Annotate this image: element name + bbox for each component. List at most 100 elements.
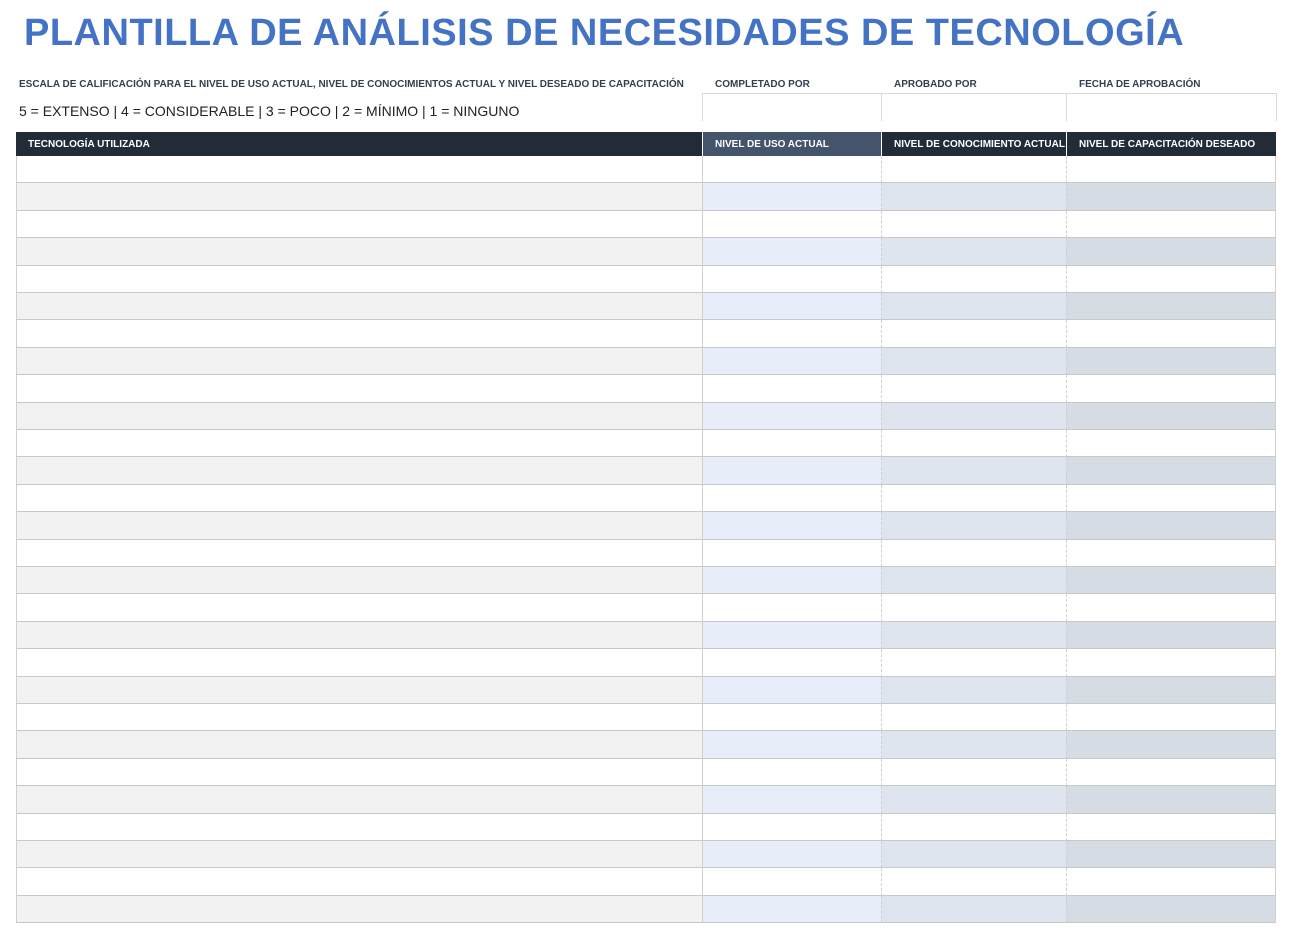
table-cell[interactable] (1066, 539, 1276, 567)
table-cell[interactable] (16, 402, 702, 430)
table-cell[interactable] (16, 539, 702, 567)
table-cell[interactable] (1066, 813, 1276, 841)
table-cell[interactable] (16, 841, 702, 869)
table-cell[interactable] (1066, 758, 1276, 787)
table-cell[interactable] (702, 183, 881, 211)
table-cell[interactable] (881, 265, 1066, 293)
table-cell[interactable] (881, 868, 1066, 896)
table-cell[interactable] (1066, 156, 1276, 184)
table-cell[interactable] (1066, 621, 1276, 650)
table-cell[interactable] (1066, 567, 1276, 595)
table-cell[interactable] (702, 649, 881, 677)
table-cell[interactable] (702, 430, 881, 458)
table-cell[interactable] (1066, 265, 1276, 293)
table-cell[interactable] (881, 758, 1066, 787)
table-cell[interactable] (16, 868, 702, 896)
table-cell[interactable] (881, 649, 1066, 677)
table-cell[interactable] (881, 484, 1066, 513)
table-cell[interactable] (881, 320, 1066, 348)
table-cell[interactable] (16, 457, 702, 485)
table-cell[interactable] (702, 512, 881, 540)
table-cell[interactable] (1066, 731, 1276, 759)
table-cell[interactable] (881, 895, 1066, 924)
table-cell[interactable] (1066, 210, 1276, 239)
table-cell[interactable] (16, 375, 702, 403)
table-cell[interactable] (881, 841, 1066, 869)
table-cell[interactable] (702, 539, 881, 567)
table-cell[interactable] (1066, 430, 1276, 458)
table-cell[interactable] (1066, 676, 1276, 704)
table-cell[interactable] (702, 484, 881, 513)
table-cell[interactable] (702, 704, 881, 732)
table-cell[interactable] (16, 293, 702, 321)
table-cell[interactable] (702, 265, 881, 293)
table-cell[interactable] (16, 430, 702, 458)
table-cell[interactable] (16, 731, 702, 759)
table-cell[interactable] (702, 813, 881, 841)
table-cell[interactable] (702, 567, 881, 595)
table-cell[interactable] (1066, 320, 1276, 348)
table-cell[interactable] (16, 704, 702, 732)
table-cell[interactable] (16, 265, 702, 293)
table-cell[interactable] (702, 621, 881, 650)
table-cell[interactable] (881, 402, 1066, 430)
table-cell[interactable] (1066, 238, 1276, 266)
table-cell[interactable] (702, 895, 881, 924)
table-cell[interactable] (16, 183, 702, 211)
table-cell[interactable] (881, 183, 1066, 211)
table-cell[interactable] (1066, 868, 1276, 896)
table-cell[interactable] (16, 210, 702, 239)
table-cell[interactable] (16, 676, 702, 704)
table-cell[interactable] (881, 786, 1066, 814)
table-cell[interactable] (1066, 347, 1276, 376)
table-cell[interactable] (1066, 402, 1276, 430)
table-cell[interactable] (16, 567, 702, 595)
table-cell[interactable] (16, 895, 702, 924)
table-cell[interactable] (16, 512, 702, 540)
table-cell[interactable] (16, 347, 702, 376)
table-cell[interactable] (702, 868, 881, 896)
table-cell[interactable] (16, 813, 702, 841)
table-cell[interactable] (881, 621, 1066, 650)
table-cell[interactable] (1066, 457, 1276, 485)
table-cell[interactable] (1066, 786, 1276, 814)
table-cell[interactable] (16, 484, 702, 513)
table-cell[interactable] (881, 512, 1066, 540)
table-cell[interactable] (1066, 704, 1276, 732)
table-cell[interactable] (16, 621, 702, 650)
table-cell[interactable] (16, 786, 702, 814)
table-cell[interactable] (16, 594, 702, 622)
table-cell[interactable] (702, 210, 881, 239)
table-cell[interactable] (702, 841, 881, 869)
table-cell[interactable] (702, 293, 881, 321)
table-cell[interactable] (702, 786, 881, 814)
table-cell[interactable] (881, 704, 1066, 732)
table-cell[interactable] (702, 676, 881, 704)
table-cell[interactable] (1066, 594, 1276, 622)
table-cell[interactable] (881, 594, 1066, 622)
table-cell[interactable] (881, 347, 1066, 376)
table-cell[interactable] (881, 813, 1066, 841)
table-cell[interactable] (881, 238, 1066, 266)
table-cell[interactable] (1066, 895, 1276, 924)
table-cell[interactable] (1066, 293, 1276, 321)
table-cell[interactable] (16, 238, 702, 266)
table-cell[interactable] (881, 457, 1066, 485)
field-box[interactable] (881, 93, 1066, 121)
table-cell[interactable] (702, 320, 881, 348)
table-cell[interactable] (702, 731, 881, 759)
table-cell[interactable] (881, 567, 1066, 595)
table-cell[interactable] (16, 649, 702, 677)
table-cell[interactable] (881, 430, 1066, 458)
table-cell[interactable] (881, 156, 1066, 184)
table-cell[interactable] (881, 293, 1066, 321)
table-cell[interactable] (881, 210, 1066, 239)
table-cell[interactable] (702, 238, 881, 266)
table-cell[interactable] (702, 347, 881, 376)
table-cell[interactable] (1066, 183, 1276, 211)
table-cell[interactable] (16, 758, 702, 787)
table-cell[interactable] (1066, 841, 1276, 869)
table-cell[interactable] (16, 320, 702, 348)
table-cell[interactable] (702, 375, 881, 403)
table-cell[interactable] (702, 402, 881, 430)
